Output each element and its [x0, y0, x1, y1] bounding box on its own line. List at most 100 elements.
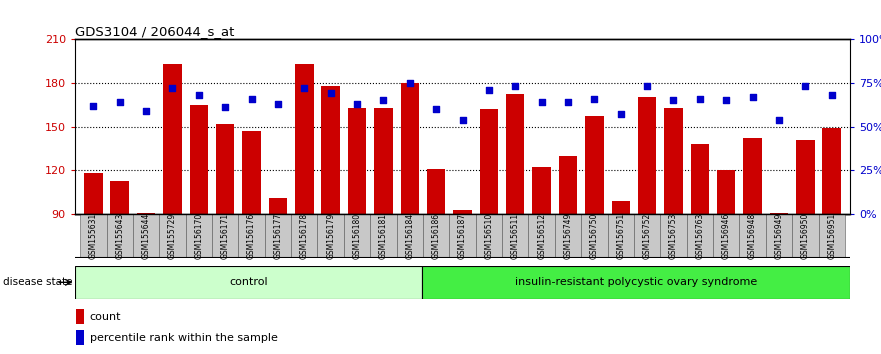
- Bar: [449, 214, 476, 258]
- Bar: [423, 214, 449, 258]
- Bar: [159, 214, 186, 258]
- Bar: [163, 64, 181, 214]
- Text: GSM156178: GSM156178: [300, 213, 309, 259]
- Text: control: control: [229, 277, 268, 287]
- Point: [772, 117, 786, 122]
- Point: [482, 87, 496, 93]
- Text: GSM156948: GSM156948: [748, 213, 757, 259]
- Bar: [611, 201, 630, 214]
- Bar: [212, 214, 239, 258]
- Text: GSM156946: GSM156946: [722, 213, 730, 259]
- Text: GSM155631: GSM155631: [89, 213, 98, 259]
- Point: [403, 80, 417, 86]
- Point: [588, 96, 602, 101]
- Bar: [80, 214, 107, 258]
- Bar: [476, 214, 502, 258]
- Text: GSM155643: GSM155643: [115, 213, 124, 259]
- Text: GSM156950: GSM156950: [801, 213, 810, 259]
- Bar: [818, 214, 845, 258]
- Bar: [107, 214, 133, 258]
- Bar: [608, 214, 634, 258]
- Text: GSM155644: GSM155644: [142, 213, 151, 259]
- Bar: [76, 309, 85, 324]
- Bar: [479, 109, 498, 214]
- Point: [455, 117, 470, 122]
- Bar: [634, 214, 660, 258]
- Bar: [686, 214, 713, 258]
- Text: disease state: disease state: [3, 277, 72, 287]
- Bar: [322, 86, 340, 214]
- Text: GSM156181: GSM156181: [379, 213, 388, 259]
- Point: [745, 94, 759, 99]
- Point: [323, 90, 337, 96]
- Point: [245, 96, 259, 101]
- Bar: [401, 83, 419, 214]
- Bar: [506, 95, 524, 214]
- Bar: [133, 214, 159, 258]
- Bar: [396, 214, 423, 258]
- Text: percentile rank within the sample: percentile rank within the sample: [90, 332, 278, 343]
- Bar: [581, 214, 608, 258]
- Bar: [295, 64, 314, 214]
- Point: [640, 84, 655, 89]
- Bar: [242, 131, 261, 214]
- Bar: [796, 140, 815, 214]
- Point: [719, 97, 733, 103]
- Bar: [374, 108, 393, 214]
- Bar: [110, 181, 129, 214]
- Text: GSM156951: GSM156951: [827, 213, 836, 259]
- Point: [270, 101, 285, 107]
- Text: GSM156184: GSM156184: [405, 213, 414, 259]
- Bar: [664, 108, 683, 214]
- Point: [113, 99, 127, 105]
- Point: [139, 108, 153, 114]
- Bar: [660, 214, 686, 258]
- Bar: [216, 124, 234, 214]
- Text: insulin-resistant polycystic ovary syndrome: insulin-resistant polycystic ovary syndr…: [515, 277, 758, 287]
- Point: [350, 101, 364, 107]
- Text: GSM156949: GSM156949: [774, 213, 783, 259]
- Bar: [744, 138, 762, 214]
- Bar: [529, 214, 555, 258]
- Bar: [717, 170, 736, 214]
- Bar: [559, 156, 577, 214]
- Bar: [186, 214, 212, 258]
- Point: [192, 92, 206, 98]
- Text: GDS3104 / 206044_s_at: GDS3104 / 206044_s_at: [75, 25, 234, 38]
- Bar: [770, 213, 788, 214]
- Text: GSM156186: GSM156186: [432, 213, 440, 259]
- Point: [429, 106, 443, 112]
- Bar: [454, 210, 471, 214]
- Bar: [691, 144, 709, 214]
- Bar: [766, 214, 792, 258]
- Point: [86, 103, 100, 108]
- Bar: [427, 169, 446, 214]
- Bar: [137, 213, 155, 214]
- Bar: [239, 214, 265, 258]
- Bar: [792, 214, 818, 258]
- Text: count: count: [90, 312, 121, 322]
- Bar: [189, 105, 208, 214]
- Bar: [265, 214, 291, 258]
- Text: GSM156511: GSM156511: [511, 213, 520, 259]
- Bar: [638, 97, 656, 214]
- Bar: [75, 266, 422, 299]
- Bar: [823, 128, 841, 214]
- Bar: [422, 266, 850, 299]
- Point: [561, 99, 575, 105]
- Text: GSM156177: GSM156177: [273, 213, 283, 259]
- Text: GSM156750: GSM156750: [590, 213, 599, 259]
- Point: [535, 99, 549, 105]
- Text: GSM156179: GSM156179: [326, 213, 335, 259]
- Bar: [555, 214, 581, 258]
- Bar: [502, 214, 529, 258]
- Point: [297, 85, 311, 91]
- Text: GSM156510: GSM156510: [485, 213, 493, 259]
- Text: GSM156749: GSM156749: [564, 213, 573, 259]
- Point: [166, 85, 180, 91]
- Bar: [317, 214, 344, 258]
- Bar: [370, 214, 396, 258]
- Bar: [348, 108, 366, 214]
- Point: [692, 96, 707, 101]
- Point: [218, 104, 233, 110]
